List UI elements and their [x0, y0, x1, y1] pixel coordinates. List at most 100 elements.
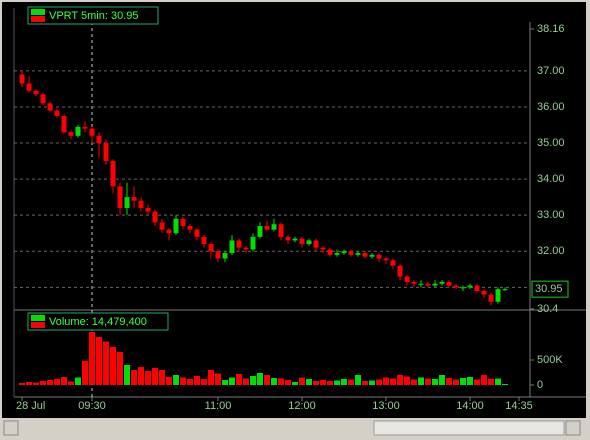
volume-bar: [313, 381, 319, 385]
last-price-label: 30.95: [535, 283, 563, 295]
volume-bar: [173, 375, 179, 385]
legend-swatch: [31, 9, 45, 15]
candle-body: [341, 251, 347, 254]
scroll-left[interactable]: [3, 420, 19, 436]
volume-bar: [418, 377, 424, 385]
legend-box: [27, 312, 169, 331]
volume-bar: [348, 379, 354, 385]
candle-body: [208, 244, 214, 252]
candle-body: [96, 135, 102, 144]
volume-bar: [439, 375, 445, 385]
volume-bar: [264, 375, 270, 385]
candle-body: [271, 224, 277, 230]
scroll-thumb[interactable]: [373, 420, 565, 436]
x-tick-label: 14:35: [505, 400, 533, 412]
scroll-right[interactable]: [565, 420, 581, 436]
candle-body: [369, 254, 375, 257]
candle-body: [89, 128, 95, 136]
legend-swatch: [31, 322, 45, 328]
volume-bar: [488, 379, 494, 385]
volume-bar: [362, 381, 368, 385]
volume-bar: [474, 379, 480, 385]
candle-body: [222, 253, 228, 259]
candle-body: [299, 238, 305, 245]
candle-body: [404, 276, 410, 282]
y-tick-label: 35.00: [537, 137, 565, 149]
candle-body: [292, 238, 298, 241]
candle-body: [82, 126, 88, 129]
volume-bar: [89, 332, 95, 385]
volume-bar: [26, 382, 32, 385]
candle-body: [376, 254, 382, 259]
y-tick-label: 32.00: [537, 245, 565, 257]
volume-bar: [180, 377, 186, 385]
candle-body: [166, 229, 172, 234]
candle-body: [110, 161, 116, 187]
volume-bar: [68, 381, 74, 385]
volume-bar: [292, 382, 298, 385]
volume-bar: [355, 375, 361, 385]
candle-body: [180, 218, 186, 227]
y-tick-label: 33.00: [537, 209, 565, 221]
candle-body: [481, 290, 487, 295]
volume-bar: [194, 376, 200, 385]
legend-swatch: [31, 16, 45, 22]
volume-bar: [446, 378, 452, 385]
volume-legend: Volume: 14,479,400: [27, 312, 169, 331]
candle-body: [68, 132, 74, 136]
candle-body: [327, 249, 333, 255]
candle-body: [152, 211, 158, 223]
volume-bar: [257, 373, 263, 385]
volume-bar: [208, 370, 214, 385]
volume-bar: [460, 378, 466, 385]
volume-bar: [495, 378, 501, 385]
candle-body: [397, 265, 403, 277]
volume-bar: [397, 375, 403, 385]
candle-body: [432, 283, 438, 286]
candle-body: [278, 224, 284, 237]
volume-bar: [159, 370, 165, 385]
candle-body: [47, 103, 53, 111]
volume-bar: [47, 380, 53, 385]
candle-body: [33, 90, 39, 95]
candle-body: [257, 226, 263, 237]
volume-bar: [481, 375, 487, 385]
candle-body: [446, 281, 452, 286]
volume-bar: [82, 361, 88, 385]
candle-body: [215, 251, 221, 259]
y-tick-label: 500K: [537, 354, 563, 366]
candle-body: [411, 281, 417, 284]
volume-bar: [320, 380, 326, 385]
y-tick-label: 38.16: [537, 23, 565, 35]
candle-body: [138, 200, 144, 208]
candle-body: [334, 253, 340, 255]
x-tick-label: 28 Jul: [16, 400, 45, 412]
candle-body: [460, 287, 466, 289]
candle-body: [439, 281, 445, 284]
volume-bar: [411, 379, 417, 385]
volume-bar: [166, 377, 172, 385]
volume-bar: [299, 377, 305, 385]
candle-body: [145, 207, 151, 212]
volume-bar: [383, 377, 389, 385]
candle-body: [124, 197, 130, 208]
candle-body: [26, 83, 32, 91]
volume-bar: [306, 379, 312, 385]
volume-bar: [278, 378, 284, 385]
volume-bar: [187, 379, 193, 385]
volume-bar: [131, 370, 137, 385]
volume-bar: [222, 380, 228, 385]
x-tick-label: 13:00: [372, 400, 400, 412]
candle-body: [488, 294, 494, 302]
volume-bar: [467, 377, 473, 385]
candle-body: [250, 236, 256, 250]
last-price-box: [531, 280, 569, 298]
candle-body: [383, 258, 389, 261]
volume-bar: [124, 365, 130, 385]
volume-bar: [96, 337, 102, 385]
volume-bar: [376, 379, 382, 385]
candle-body: [495, 289, 501, 302]
volume-bar: [138, 367, 144, 385]
y-tick-label: 30.4: [537, 303, 558, 315]
